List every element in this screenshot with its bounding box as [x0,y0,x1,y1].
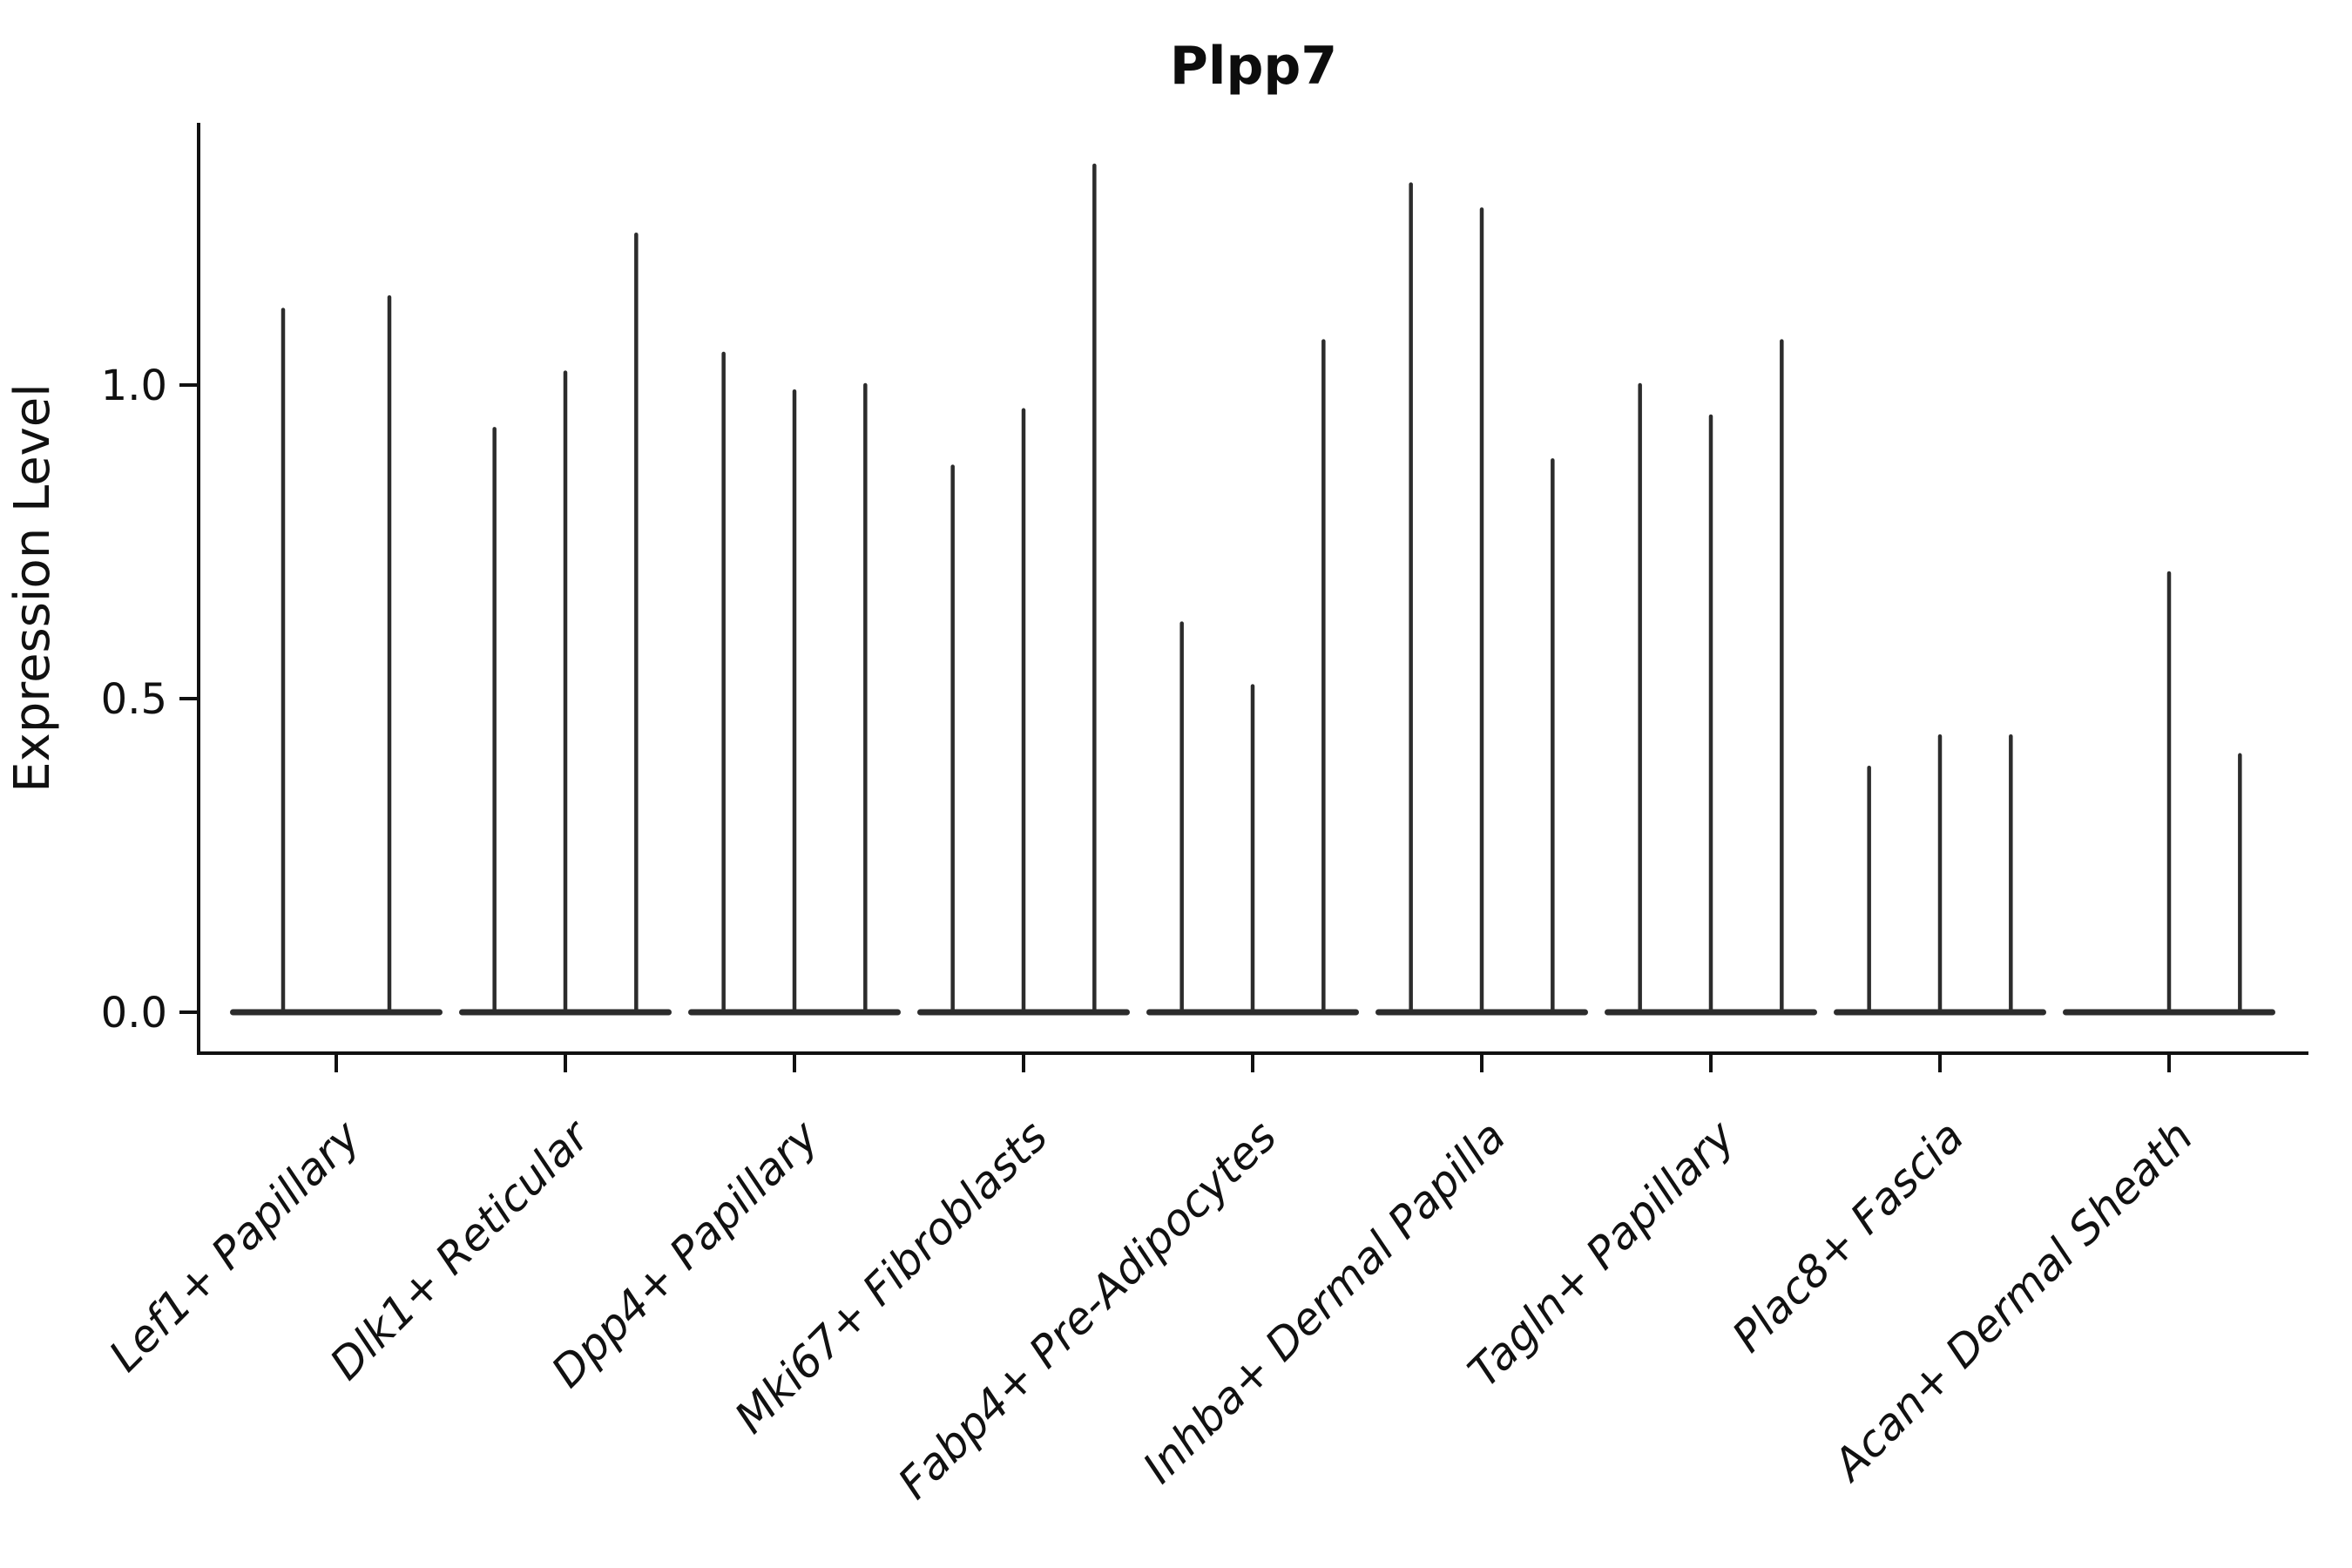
x-tick-label: Fabp4+ Pre-Adipocytes [889,1111,1287,1509]
y-tick-label: 0.5 [101,675,167,724]
x-tick-label: Plac8+ Fascia [1723,1111,1974,1362]
y-tick-label: 1.0 [101,362,167,410]
x-tick-label: Lef1+ Papillary [99,1110,370,1381]
chart-title: Plpp7 [1170,36,1337,97]
y-tick-label: 0.0 [101,989,167,1037]
violin-baseline [230,1009,443,1016]
ticks-layer [179,383,2171,1072]
violins-layer [230,163,2275,1016]
y-axis-label: Expression Level [4,383,61,793]
x-tick-label: Inhba+ Dermal Papilla [1133,1111,1515,1492]
x-tick-label: Acan+ Dermal Sheath [1822,1111,2203,1491]
